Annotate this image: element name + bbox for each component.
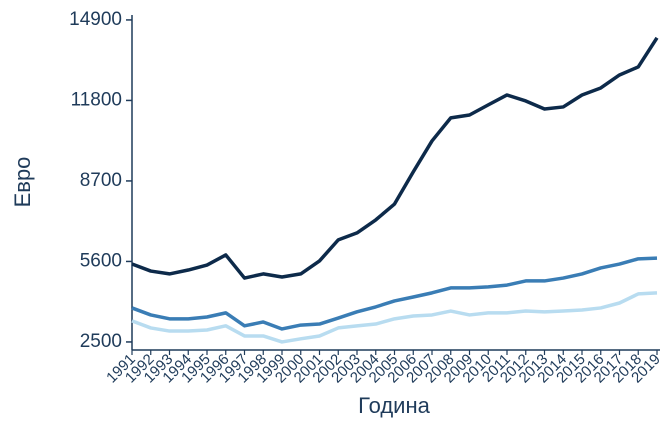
x-axis-label: Година	[358, 393, 430, 418]
series-line	[131, 256, 658, 331]
series-line	[131, 291, 658, 344]
y-tick-label: 5600	[80, 250, 122, 271]
y-tick-label: 8700	[80, 170, 122, 191]
y-tick-label: 2500	[80, 331, 122, 352]
y-tick-label: 11800	[71, 89, 122, 110]
y-axis-label: Евро	[10, 157, 35, 208]
series-line	[131, 36, 659, 280]
y-tick-label: 14900	[69, 9, 122, 30]
